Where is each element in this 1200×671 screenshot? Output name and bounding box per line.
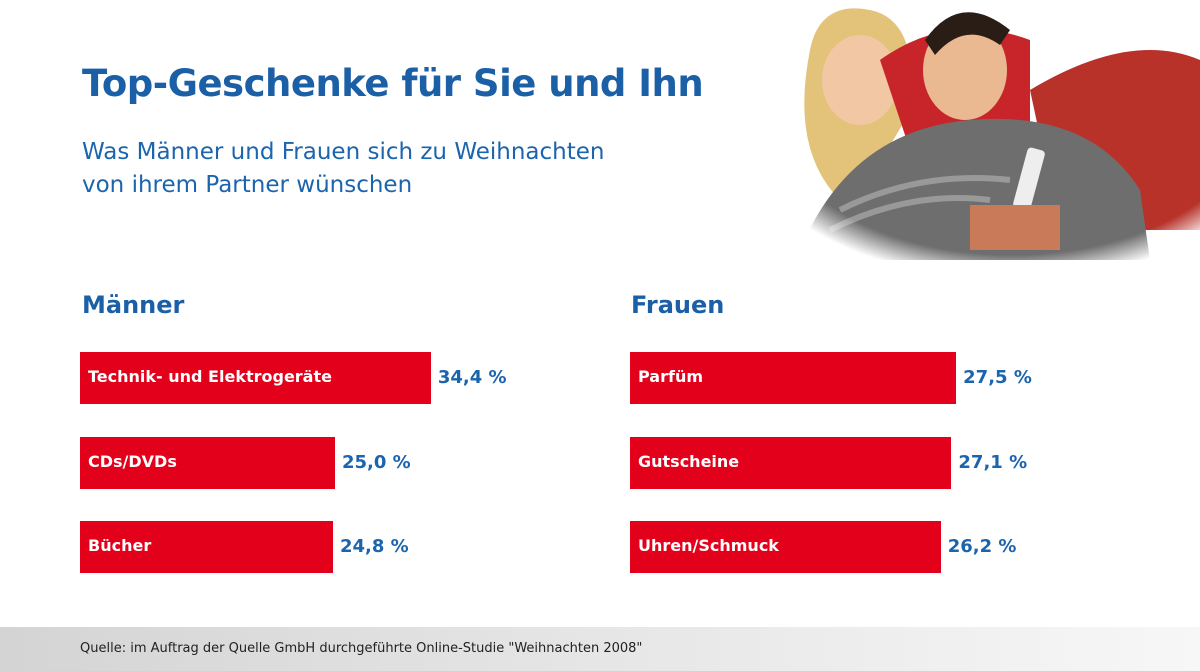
- bar-label: Parfüm: [638, 367, 704, 386]
- subtitle-line-2: von ihrem Partner wünschen: [82, 172, 413, 198]
- bar-label: CDs/DVDs: [88, 452, 177, 471]
- men-bar-1: Technik- und Elektrogeräte: [80, 352, 431, 404]
- subtitle-line-1: Was Männer und Frauen sich zu Weihnachte…: [82, 139, 605, 165]
- women-title: Frauen: [631, 291, 725, 319]
- women-bar-3: Uhren/Schmuck: [630, 521, 941, 573]
- value-label: 34,4 %: [437, 367, 507, 388]
- men-bar-2: CDs/DVDs: [80, 437, 335, 489]
- value-label: 27,1 %: [958, 452, 1028, 473]
- value-label: 26,2 %: [947, 536, 1017, 557]
- men-bar-3: Bücher: [80, 521, 333, 573]
- bar-label: Uhren/Schmuck: [638, 536, 779, 555]
- source-text: Quelle: im Auftrag der Quelle GmbH durch…: [80, 641, 643, 656]
- bar-label: Gutscheine: [638, 452, 740, 471]
- subtitle: Was Männer und Frauen sich zu Weihnachte…: [82, 136, 722, 202]
- page-title: Top-Geschenke für Sie und Ihn: [82, 62, 704, 105]
- couple-photo: [730, 0, 1200, 280]
- women-bar-1: Parfüm: [630, 352, 957, 404]
- value-label: 27,5 %: [963, 367, 1032, 388]
- women-bar-2: Gutscheine: [630, 437, 952, 489]
- men-title: Männer: [82, 291, 185, 319]
- value-label: 24,8 %: [339, 536, 409, 557]
- bar-label: Technik- und Elektrogeräte: [88, 367, 332, 386]
- value-label: 25,0 %: [342, 452, 411, 473]
- source-footer: Quelle: im Auftrag der Quelle GmbH durch…: [0, 627, 1200, 671]
- bar-label: Bücher: [88, 536, 152, 555]
